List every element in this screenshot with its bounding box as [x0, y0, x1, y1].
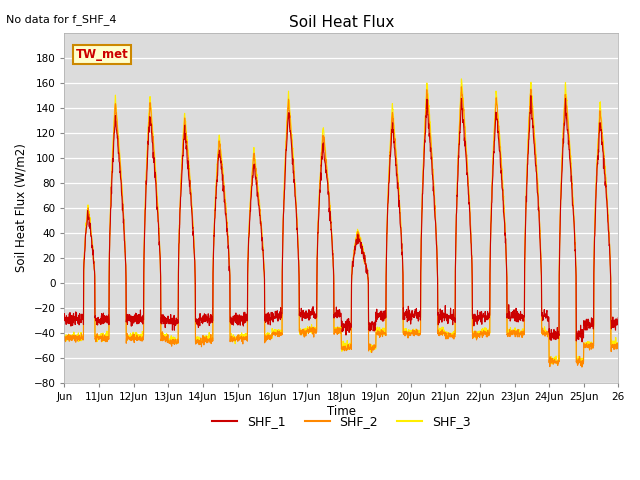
X-axis label: Time: Time [327, 405, 356, 418]
Text: No data for f_SHF_4: No data for f_SHF_4 [6, 14, 117, 25]
Legend: SHF_1, SHF_2, SHF_3: SHF_1, SHF_2, SHF_3 [207, 410, 476, 433]
Y-axis label: Soil Heat Flux (W/m2): Soil Heat Flux (W/m2) [15, 144, 28, 272]
Text: TW_met: TW_met [76, 48, 128, 61]
Title: Soil Heat Flux: Soil Heat Flux [289, 15, 394, 30]
